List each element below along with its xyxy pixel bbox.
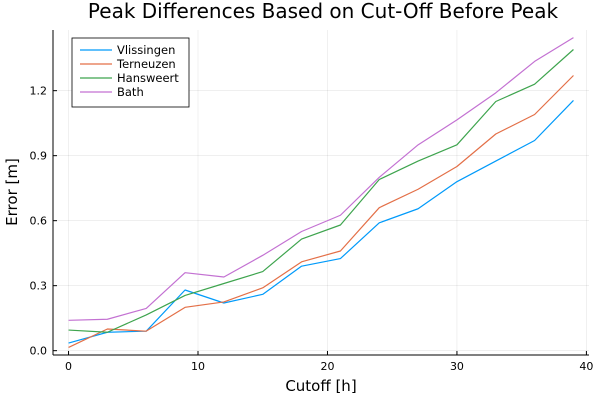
y-axis-label: Error [m] (3, 158, 21, 226)
x-tick-label: 30 (450, 360, 464, 373)
x-ticks: 0 10 20 30 40 (65, 351, 593, 373)
y-tick-label: 0.3 (30, 280, 48, 293)
legend-label-hansweert: Hansweert (117, 71, 179, 85)
series-line-hansweert (68, 49, 574, 333)
x-tick-label: 10 (191, 360, 205, 373)
x-tick-label: 40 (579, 360, 593, 373)
grid-lines (53, 30, 589, 355)
legend-label-vlissingen: Vlissingen (117, 43, 175, 57)
y-ticks: 0.0 0.3 0.6 0.9 1.2 (30, 85, 57, 358)
x-tick-label: 0 (65, 360, 72, 373)
series-line-terneuzen (68, 75, 574, 348)
series-lines (68, 37, 574, 348)
axes (52, 30, 589, 356)
x-axis-label: Cutoff [h] (285, 377, 356, 395)
x-tick-label: 20 (320, 360, 334, 373)
y-tick-label: 0.6 (30, 215, 48, 228)
y-tick-label: 1.2 (30, 85, 48, 98)
legend-label-bath: Bath (117, 85, 144, 99)
y-tick-label: 0.9 (30, 150, 48, 163)
legend-label-terneuzen: Terneuzen (116, 57, 176, 71)
y-tick-label: 0.0 (30, 345, 48, 358)
series-line-vlissingen (68, 100, 574, 344)
series-line-bath (68, 37, 574, 321)
chart-title: Peak Differences Based on Cut-Off Before… (88, 0, 559, 23)
